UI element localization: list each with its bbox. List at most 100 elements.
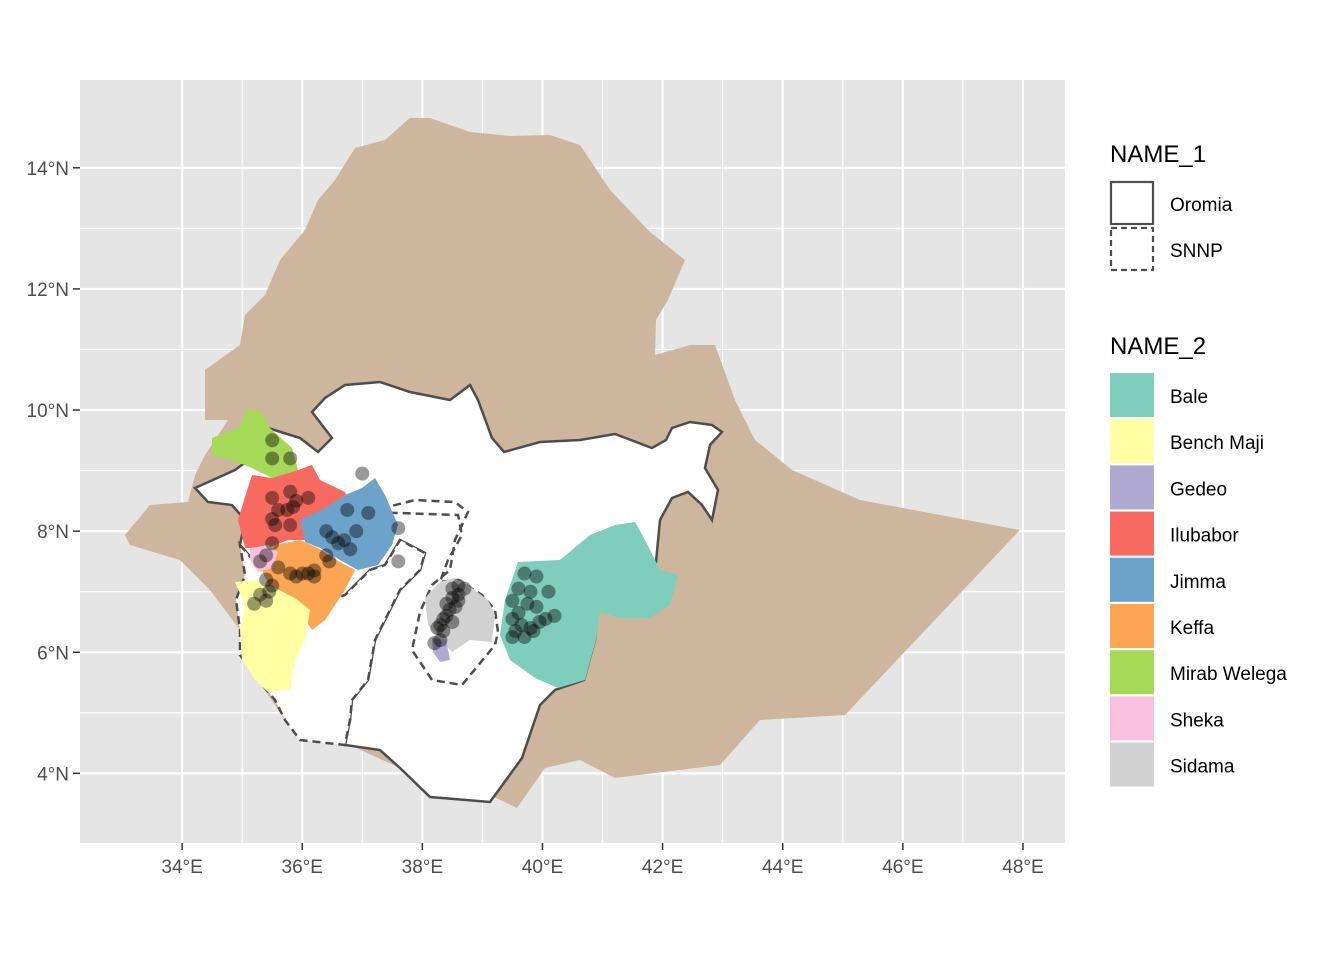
x-tick-label: 44°E <box>762 857 803 878</box>
observation-point <box>253 554 268 569</box>
legend-swatch-sidama <box>1110 742 1154 787</box>
zone-fills <box>212 408 678 692</box>
observation-point <box>511 581 526 596</box>
observation-point <box>391 554 406 569</box>
observation-point <box>259 548 274 563</box>
observation-point <box>541 584 556 599</box>
y-tick-label: 10°N <box>27 401 69 422</box>
observation-point <box>451 578 466 593</box>
legend-swatch-gedeo <box>1110 465 1154 510</box>
observation-point <box>289 493 304 508</box>
observation-point <box>451 587 466 602</box>
observation-point <box>331 536 346 551</box>
legend-label-snnp: SNNP <box>1170 241 1223 262</box>
x-tick-label: 34°E <box>161 857 202 878</box>
legend-label-mirab-welega: Mirab Welega <box>1170 664 1287 685</box>
observation-point <box>442 602 457 617</box>
observation-point <box>538 611 553 626</box>
legend-label-bench-maji: Bench Maji <box>1170 433 1264 454</box>
zone-keffa <box>262 540 355 630</box>
observation-point <box>283 518 298 533</box>
observation-point <box>529 569 544 584</box>
observation-point <box>508 624 523 639</box>
x-tick-label: 42°E <box>642 857 683 878</box>
zone-bale <box>500 522 678 688</box>
observation-point <box>265 433 280 448</box>
observation-point <box>265 578 280 593</box>
legend-swatch-sheka <box>1110 696 1154 741</box>
observation-point <box>451 593 466 608</box>
observation-point <box>253 587 268 602</box>
legend-key-oromia <box>1109 180 1155 226</box>
legend-swatch-keffa <box>1110 604 1154 648</box>
observation-point <box>361 505 376 520</box>
observation-point <box>430 621 445 636</box>
x-tick-label: 38°E <box>402 857 443 878</box>
zone-bench-maji <box>235 580 310 692</box>
observation-point <box>445 581 460 596</box>
observation-point <box>262 584 277 599</box>
legend-swatch-mirab-welega <box>1110 650 1154 695</box>
observation-point <box>283 566 298 581</box>
observation-point <box>295 566 310 581</box>
y-tick-label: 12°N <box>27 280 69 301</box>
observation-point <box>265 490 280 505</box>
observation-point <box>433 618 448 632</box>
observation-point <box>283 484 298 499</box>
y-tick-label: 6°N <box>37 643 69 664</box>
legend-title-name1: NAME_1 <box>1110 141 1206 168</box>
observation-point <box>523 621 538 636</box>
snnp-region <box>234 538 427 747</box>
observation-point <box>517 566 532 581</box>
legend-label-ilubabor: Ilubabor <box>1170 526 1239 547</box>
observation-point <box>271 560 286 575</box>
observation-point <box>322 554 337 569</box>
legend-swatch-bale <box>1110 373 1154 417</box>
legend-label-oromia: Oromia <box>1170 195 1233 216</box>
observation-point <box>301 566 316 581</box>
observation-point <box>514 618 529 632</box>
axis-ticks: 34°E 36°E 38°E 40°E 42°E 44°E 46°E 48°E 4°N 6°N 8°… <box>27 159 1044 878</box>
zone-jimma <box>300 478 398 570</box>
x-tick-label: 36°E <box>282 857 323 878</box>
observation-point <box>337 533 352 548</box>
observation-point <box>439 608 454 623</box>
legend-key-snnp <box>1109 226 1155 272</box>
observation-point <box>265 536 280 551</box>
observation-point <box>325 530 340 545</box>
observation-point <box>265 512 280 527</box>
observation-point <box>301 490 316 505</box>
observation-point <box>289 569 304 584</box>
observation-point <box>445 590 460 605</box>
x-tick-label: 46°E <box>882 857 923 878</box>
observation-point <box>505 630 520 645</box>
observation-point <box>349 524 364 539</box>
observation-point <box>355 466 370 481</box>
legend-label-bale: Bale <box>1170 387 1208 408</box>
observation-point <box>343 542 358 557</box>
observation-point <box>340 502 355 517</box>
y-tick-label: 8°N <box>37 522 69 543</box>
legend-label-sheka: Sheka <box>1170 710 1224 731</box>
legend-swatch-jimma <box>1110 557 1154 602</box>
observation-points <box>247 433 562 651</box>
observation-point <box>259 593 274 608</box>
observation-point <box>523 584 538 599</box>
observation-point <box>433 633 448 648</box>
observation-point <box>445 614 460 629</box>
legend-label-keffa: Keffa <box>1170 618 1214 639</box>
observation-point <box>286 499 301 514</box>
observation-point <box>259 572 274 587</box>
legend-swatch-bench-maji <box>1110 419 1154 464</box>
observation-point <box>448 599 463 614</box>
observation-point <box>247 596 262 611</box>
observation-point <box>283 451 298 466</box>
observation-point <box>532 614 547 629</box>
observation-point <box>511 605 526 620</box>
observation-point <box>391 521 406 536</box>
observation-point <box>280 502 295 517</box>
y-tick-label: 14°N <box>27 159 69 180</box>
observation-point <box>307 563 322 578</box>
observation-point <box>268 518 283 533</box>
